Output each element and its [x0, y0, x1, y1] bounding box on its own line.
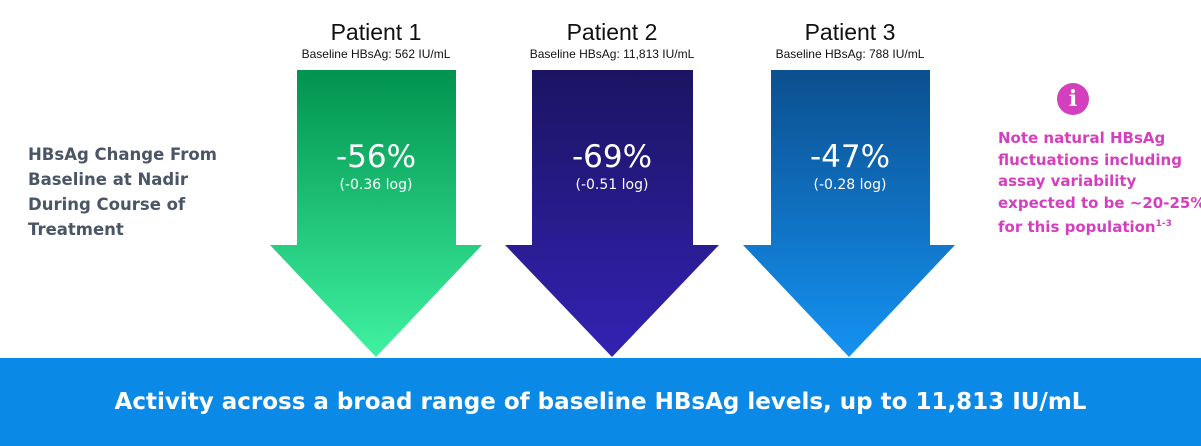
patient-3-title: Patient 3 — [804, 19, 896, 45]
patient-1-baseline: Baseline HBsAg: 562 IU/mL — [301, 47, 451, 61]
patient-1-arrow — [270, 70, 482, 357]
note-text: Note natural HBsAg fluctuations including… — [998, 129, 1201, 236]
summary-banner: Activity across a broad range of baselin… — [0, 358, 1201, 446]
patient-2-baseline: Baseline HBsAg: 11,813 IU/mL — [529, 47, 695, 61]
variability-note: Note natural HBsAg fluctuations including… — [998, 128, 1201, 239]
info-icon: i — [1057, 83, 1089, 115]
note-superscript: 1-3 — [1155, 219, 1172, 229]
row-label: HBsAg Change From Baseline at Nadir During… — [28, 145, 217, 239]
patient-3-log: (-0.28 log) — [813, 177, 887, 193]
patient-3-baseline: Baseline HBsAg: 788 IU/mL — [775, 47, 925, 61]
patient-2-log: (-0.51 log) — [575, 177, 649, 193]
patient-1-change: -56% — [335, 139, 417, 175]
patient-1-log: (-0.36 log) — [339, 177, 413, 193]
patient-3-change: -47% — [809, 139, 891, 175]
patient-2-title: Patient 2 — [566, 19, 658, 45]
patient-3-arrow — [743, 70, 955, 357]
patient-2-change: -69% — [571, 139, 653, 175]
patient-2-arrow — [505, 70, 719, 357]
patient-1-title: Patient 1 — [330, 19, 422, 45]
